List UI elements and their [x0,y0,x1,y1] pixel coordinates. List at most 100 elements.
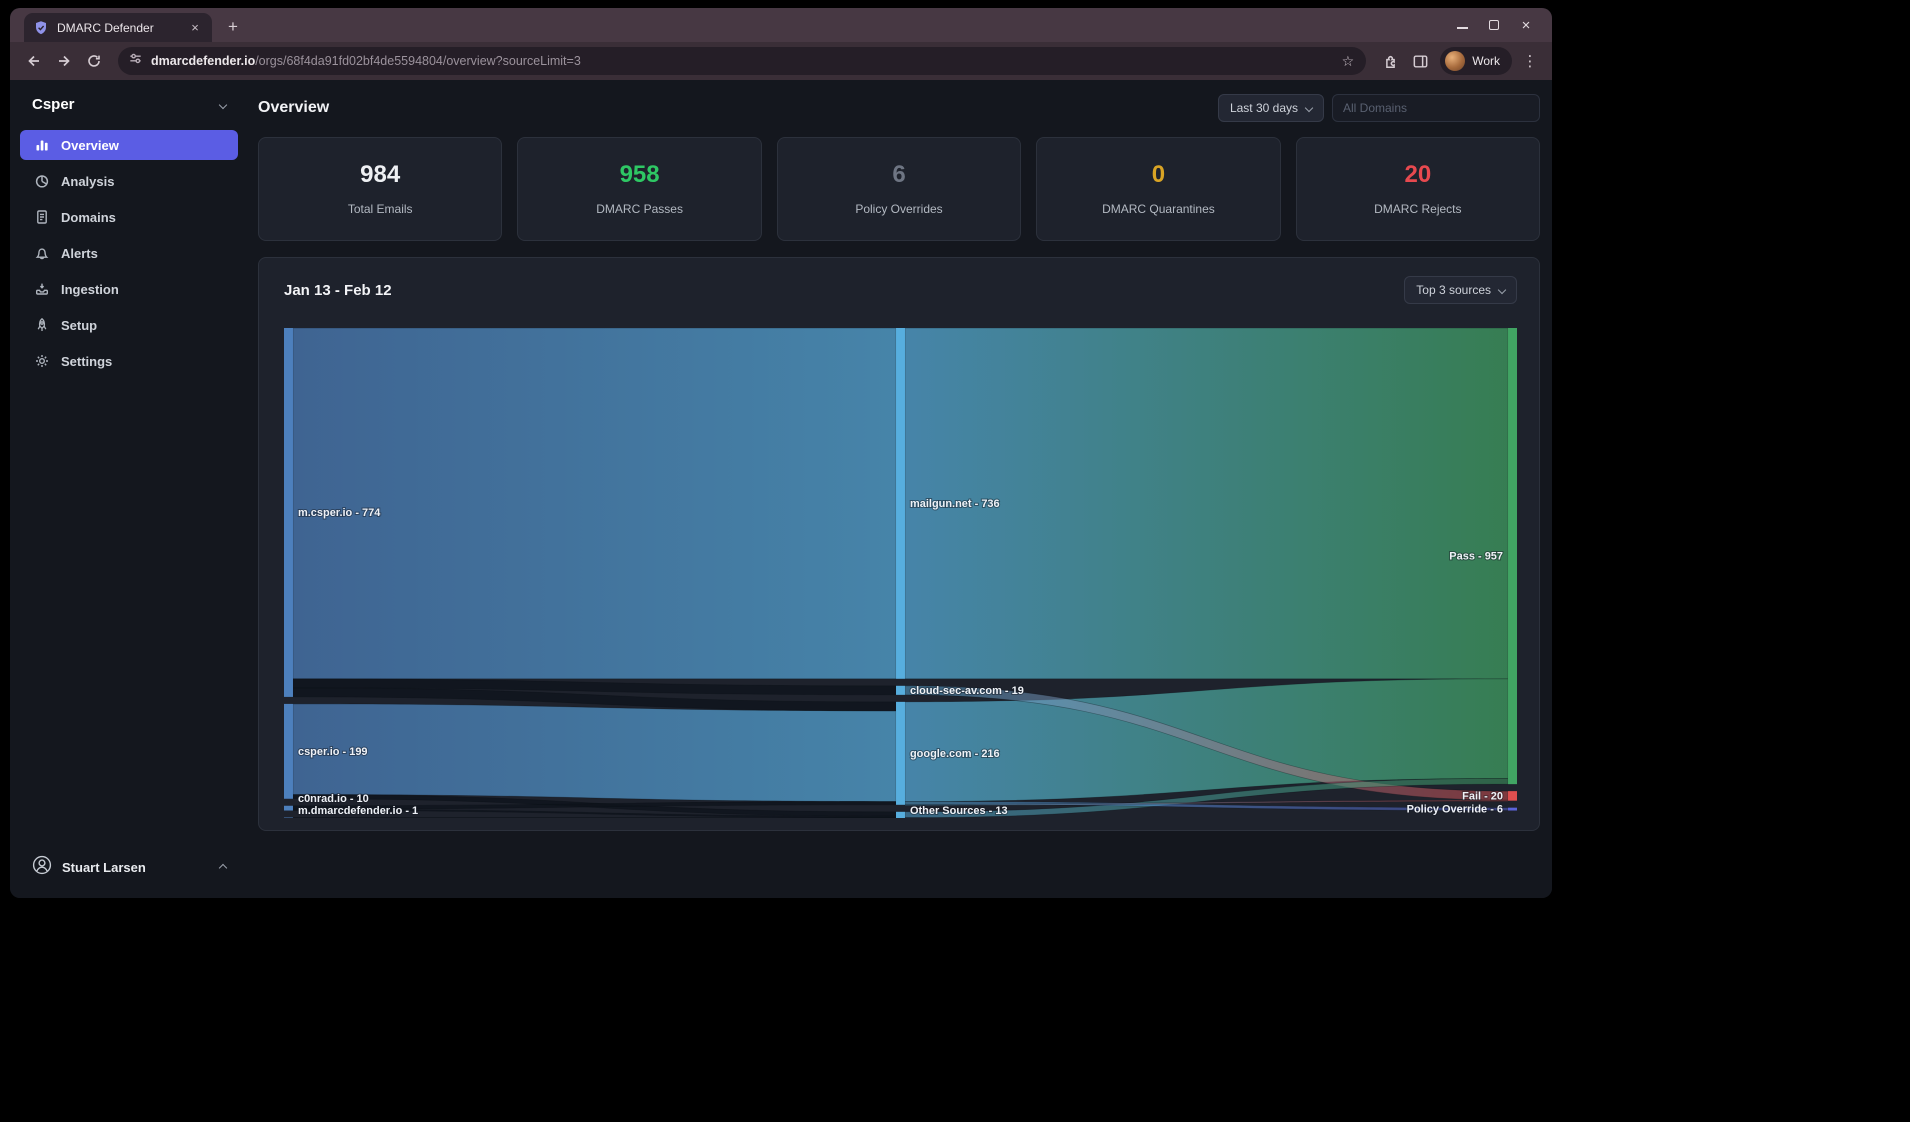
sankey-label-fail: Fail - 20 [1462,790,1503,802]
document-icon [34,209,50,225]
sidebar-item-label: Domains [61,209,116,225]
domains-filter-input[interactable] [1332,94,1540,122]
chevron-down-icon [1304,103,1314,113]
back-button[interactable] [20,47,48,75]
bar-chart-icon [34,137,50,153]
browser-menu-icon[interactable]: ⋮ [1522,53,1538,70]
sankey-flow-c0nrad-io-to-google-com[interactable] [292,801,897,810]
sankey-node-cloud-sec-av-com[interactable] [896,685,905,695]
sankey-label-c0nrad-io: c0nrad.io - 10 [298,793,369,805]
main-header: Overview Last 30 days [258,94,1540,122]
new-tab-button[interactable]: + [228,17,238,36]
sankey-node-mailgun-net[interactable] [896,328,905,679]
sidebar-item-domains[interactable]: Domains [20,202,238,232]
user-menu[interactable]: Stuart Larsen [10,855,248,880]
tab-close-icon[interactable]: × [191,19,199,35]
address-bar[interactable]: dmarcdefender.io/orgs/68f4da91fd02bf4de5… [118,47,1367,75]
sankey-label-policy-override: Policy Override - 6 [1407,804,1503,816]
sidebar-item-alerts[interactable]: Alerts [20,238,238,268]
sankey-node-fail[interactable] [1508,791,1517,801]
side-panel-icon[interactable] [1406,47,1434,75]
sankey-node-policy-override[interactable] [1508,807,1517,811]
sidebar-item-label: Overview [61,137,119,153]
profile-name: Work [1472,54,1500,68]
top-sources-label: Top 3 sources [1416,283,1491,297]
sidebar-item-label: Alerts [61,245,98,261]
browser-tab-strip: DMARC Defender × + × [10,8,1552,42]
sankey-node-m-csper-io[interactable] [284,328,293,697]
extensions-puzzle-icon[interactable] [1376,47,1404,75]
sankey-node-c0nrad-io[interactable] [284,805,293,811]
sidebar-item-setup[interactable]: Setup [20,310,238,340]
bell-icon [34,245,50,261]
sankey-node-csper-io[interactable] [284,703,293,799]
page-title: Overview [258,99,330,116]
chevron-up-icon [218,863,228,872]
gear-icon [34,353,50,369]
sidebar-item-overview[interactable]: Overview [20,130,238,160]
stat-label: Total Emails [347,201,413,216]
sankey-flow-google-com-to-fail[interactable] [904,799,1509,806]
sidebar-item-label: Setup [61,317,98,333]
bookmark-star-icon[interactable]: ☆ [1341,52,1355,69]
stat-card-dmarc-passes: 958 DMARC Passes [517,137,762,241]
chevron-down-icon [218,100,228,109]
url-path: /orgs/68f4da91fd02bf4de5594804/overview?… [255,54,581,68]
pie-chart-icon [34,173,50,189]
chart-header: Jan 13 - Feb 12 Top 3 sources [284,276,1517,304]
browser-toolbar: dmarcdefender.io/orgs/68f4da91fd02bf4de5… [10,42,1552,80]
stat-label: Policy Overrides [855,201,943,216]
sidebar-item-label: Settings [61,353,113,369]
top-sources-dropdown[interactable]: Top 3 sources [1404,276,1517,304]
window-controls: × [1450,8,1552,42]
tab-title: DMARC Defender [57,20,154,35]
sankey-label-m-csper-io: m.csper.io - 774 [298,507,381,519]
date-range-label: Last 30 days [1229,101,1298,115]
stat-label: DMARC Passes [596,201,683,216]
stat-card-dmarc-quarantines: 0 DMARC Quarantines [1036,137,1281,241]
sidebar-nav: Overview Analysis Domains Alerts Ingestion Se… [10,130,248,382]
stat-value: 0 [1151,160,1166,188]
sankey-label-cloud-sec-av-com: cloud-sec-av.com - 19 [910,685,1024,697]
minimize-icon [1456,27,1468,29]
sankey-label-pass: Pass - 957 [1449,551,1503,563]
sankey-flow-m-csper-io-to-mailgun-net[interactable] [292,328,897,680]
stat-value: 958 [619,160,660,188]
sankey-node-pass[interactable] [1508,328,1517,785]
stat-card-dmarc-rejects: 20 DMARC Rejects [1295,137,1541,241]
browser-tab[interactable]: DMARC Defender × [24,13,212,42]
profile-chip[interactable]: Work [1440,47,1512,75]
user-avatar-icon [32,855,52,880]
dmarc-defender-app: Csper Overview Analysis Domains Alerts Inges… [10,80,1552,898]
window-minimize-button[interactable] [1450,13,1474,37]
chart-date-range-title: Jan 13 - Feb 12 [284,281,392,299]
sankey-node-google-com[interactable] [896,701,905,805]
forward-button[interactable] [50,47,78,75]
sankey-flow-csper-io-to-google-com[interactable] [292,703,897,802]
profile-avatar [1445,51,1466,71]
reload-button[interactable] [80,47,108,75]
shield-favicon-icon [33,20,49,36]
sankey-label-other-sources: Other Sources - 13 [910,805,1008,817]
stat-label: DMARC Quarantines [1102,201,1215,216]
sidebar-item-label: Ingestion [61,281,119,297]
org-switcher[interactable]: Csper [10,96,248,113]
sidebar-item-settings[interactable]: Settings [20,346,238,376]
stat-value: 20 [1404,160,1432,188]
stat-card-policy-overrides: 6 Policy Overrides [776,137,1022,241]
user-name: Stuart Larsen [62,860,146,875]
browser-window: DMARC Defender × + × dmarcdefender.io/or… [10,8,1552,898]
sidebar-item-analysis[interactable]: Analysis [20,166,238,196]
sankey-label-m-dmarcdefender-io: m.dmarcdefender.io - 1 [298,805,418,817]
date-range-dropdown[interactable]: Last 30 days [1217,94,1324,122]
window-close-button[interactable]: × [1521,16,1531,34]
sidebar-item-ingestion[interactable]: Ingestion [20,274,238,304]
site-settings-icon[interactable] [128,51,143,71]
main-content: Overview Last 30 days 984 Total Emails 958… [248,80,1552,898]
url-text: dmarcdefender.io/orgs/68f4da91fd02bf4de5… [151,54,1332,68]
sankey-node-other-sources[interactable] [896,811,905,818]
sankey-label-csper-io: csper.io - 199 [298,746,368,758]
sidebar: Csper Overview Analysis Domains Alerts Inges… [10,80,248,898]
window-maximize-button[interactable] [1482,13,1506,37]
sankey-flow-m-csper-io-to-cloud-sec-av-com[interactable] [292,678,897,696]
